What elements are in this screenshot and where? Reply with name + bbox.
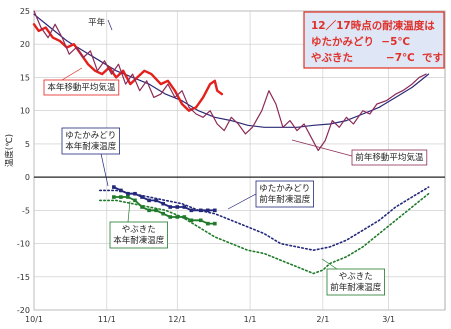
annotation-text: ゆたかみどり: [65, 131, 116, 141]
series-marker-5: [168, 215, 173, 219]
annotation-leader: [61, 67, 83, 81]
series-marker-3: [119, 188, 123, 193]
x-tick-label: 12/1: [168, 315, 186, 324]
series-marker-5: [175, 215, 180, 219]
annotation-leader: [227, 193, 257, 210]
series-marker-3: [154, 198, 158, 203]
annotation-leader: [107, 19, 113, 31]
series-lines: [32, 10, 430, 275]
x-tick-label: 11/1: [98, 315, 116, 324]
y-tick-label: -20: [17, 306, 30, 315]
annotation-leader: [99, 148, 109, 187]
annotation-box: [43, 79, 120, 96]
x-tick-label: 3/1: [382, 315, 395, 324]
series-line-2: [33, 10, 427, 152]
series-marker-3: [189, 208, 194, 213]
note-line: 12／17時点の耐凍温度は: [311, 19, 435, 32]
annotation-text: 平年: [88, 17, 106, 28]
y-tick-label: 10: [20, 107, 30, 116]
series-marker-5: [198, 218, 203, 223]
y-tick-label: 25: [20, 7, 30, 16]
series-marker-3: [205, 208, 210, 213]
series-marker-5: [182, 215, 187, 219]
annotation-text: 本年耐凍温度: [113, 235, 165, 246]
series-marker-5: [189, 218, 194, 223]
annotation-text: やぶきた: [339, 272, 373, 282]
x-tick-label: 10/1: [25, 315, 43, 324]
series-marker-3: [140, 195, 144, 199]
y-tick-label: 5: [25, 140, 30, 149]
annotation-text: やぶきた: [122, 225, 156, 235]
series-marker-5: [205, 221, 210, 226]
series-line-1: [32, 23, 224, 112]
annotation-zennen: 前年移動平均気温: [291, 139, 428, 166]
series-marker-5: [161, 211, 165, 216]
series-marker-5: [112, 195, 116, 199]
note-line: ゆたかみどり −5℃: [311, 35, 410, 48]
annotation-box: [109, 221, 168, 249]
annotation-leader: [127, 200, 131, 223]
annotation-text: 本年耐凍温度: [65, 141, 117, 152]
x-tick-label: 2/1: [316, 315, 329, 324]
annotation-text: 前年耐凍温度: [259, 194, 311, 205]
annotation-box: [255, 180, 314, 208]
y-axis-label: 温度(℃): [4, 134, 15, 167]
annotation-labels: 平年本年移動平均気温前年移動平均気温ゆたかみどり本年耐凍温度ゆたかみどり前年耐凍…: [43, 17, 428, 296]
y-tick-label: 20: [20, 40, 30, 49]
series-marker-3: [213, 208, 217, 213]
series-marker-5: [133, 198, 137, 203]
y-tick-label: -10: [17, 240, 30, 249]
annotation-text: 前年移動平均気温: [355, 152, 424, 163]
series-marker-3: [161, 201, 165, 206]
series-marker-3: [168, 205, 173, 209]
annotation-text: 前年耐凍温度: [330, 282, 382, 293]
series-marker-5: [140, 205, 144, 209]
annotation-heinen: 平年: [88, 17, 113, 31]
series-marker-5: [154, 208, 158, 213]
y-tick-label: -5: [22, 206, 30, 215]
series-marker-3: [182, 205, 187, 209]
note-box-frame: [303, 11, 445, 69]
series-marker-3: [147, 198, 151, 203]
series-marker-3: [175, 205, 180, 209]
x-tick-labels: 10/1 11/1 12/1 1/1 2/1 3/1: [25, 315, 395, 324]
y-tick-label: 15: [20, 73, 30, 82]
annotation-box: [326, 268, 385, 296]
series-marker-5: [213, 221, 217, 226]
series-marker-5: [126, 195, 130, 199]
series-marker-3: [126, 191, 130, 196]
annotation-leader: [291, 139, 353, 157]
note-line: やぶきた −7℃ です: [311, 52, 443, 64]
annotation-text: ゆたかみどり: [259, 184, 310, 194]
series-line-6: [99, 192, 430, 275]
series-marker-5: [147, 208, 151, 213]
annotation-box: [351, 149, 428, 166]
series-line-0: [33, 13, 430, 128]
annotation-honnen: 本年移動平均気温: [43, 67, 120, 96]
series-line-4: [99, 186, 430, 251]
x-tick-label: 1/1: [244, 315, 257, 324]
y-tick-labels: 25 20 15 10 5 0 -5 -10 -15 -20: [17, 7, 30, 315]
annotation-text: 本年移動平均気温: [47, 82, 116, 93]
y-tick-label: 0: [25, 173, 30, 182]
y-tick-label: -15: [17, 273, 30, 282]
series-marker-3: [112, 185, 116, 189]
annotation-leader: [321, 258, 338, 270]
annotation-box: [61, 127, 120, 155]
series-marker-5: [119, 195, 123, 199]
